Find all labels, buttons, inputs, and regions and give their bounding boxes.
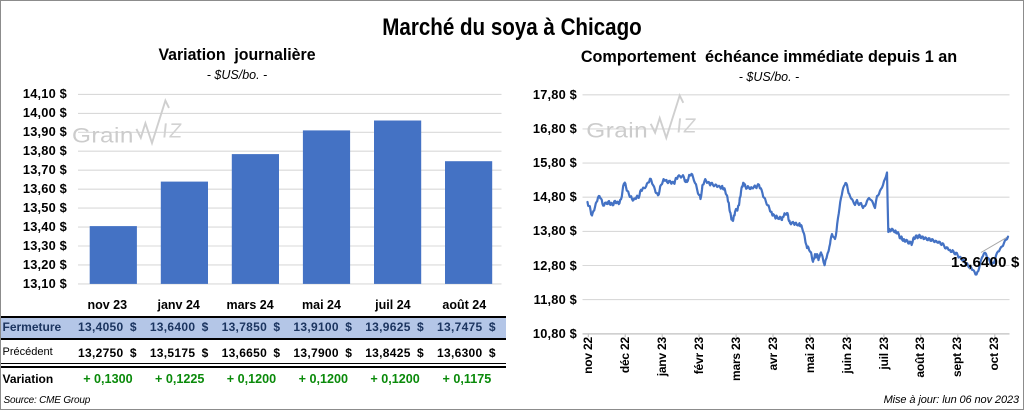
svg-text:Grain: Grain (72, 123, 134, 147)
svg-text:IZ: IZ (675, 115, 698, 138)
svg-text:Grain: Grain (586, 118, 648, 142)
svg-text:IZ: IZ (161, 120, 184, 143)
